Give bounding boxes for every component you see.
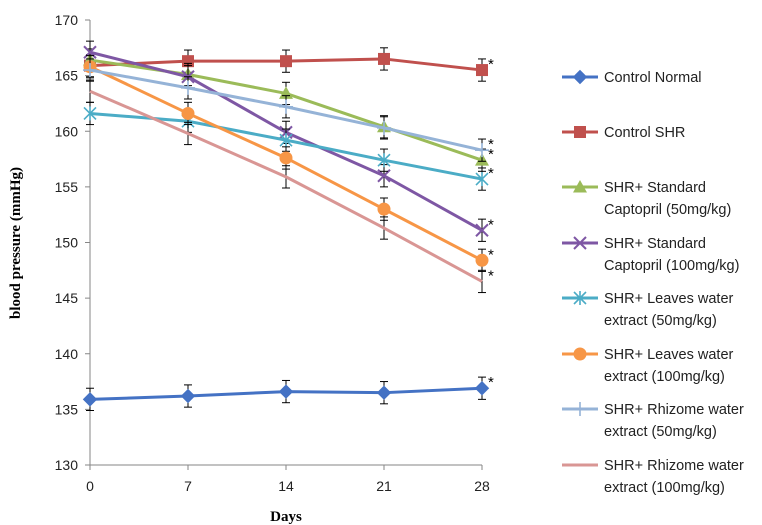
axes: 130 135 140 145 150 155 160 165 170 0 7 14 21 28 (55, 12, 490, 494)
legend-swatch-marker (573, 347, 587, 361)
data-point (278, 384, 294, 399)
data-point (475, 253, 489, 267)
data-point (279, 99, 293, 114)
y-tick-label: 150 (55, 235, 79, 251)
legend-swatch-marker (573, 291, 587, 305)
data-point (475, 223, 489, 237)
legend-item: SHR+ Standard Captopril (100mg/kg) (562, 236, 739, 274)
data-point (83, 106, 97, 121)
series-line (89, 89, 483, 283)
series-6: * (83, 55, 494, 272)
legend-swatch-marker (573, 180, 587, 193)
data-point (377, 153, 391, 168)
legend-item: SHR+ Standard Captopril (50mg/kg) (562, 180, 731, 218)
data-point (376, 385, 392, 400)
series-2: * (84, 47, 494, 82)
data-point (82, 392, 98, 407)
significance-star: * (488, 165, 494, 182)
significance-star: * (488, 56, 494, 73)
x-tick-label: 14 (278, 478, 294, 494)
legend-swatch-marker (573, 236, 587, 250)
significance-star: * (488, 216, 494, 233)
significance-star: * (488, 136, 494, 153)
x-tick-label: 28 (474, 478, 490, 494)
marker-stroke (573, 236, 587, 250)
data-point (476, 64, 488, 77)
legend-label: SHR+ Standard (604, 236, 706, 252)
y-tick-label: 170 (55, 12, 79, 28)
series-lines: ******** (82, 40, 494, 411)
data-point (475, 172, 489, 187)
x-axis-title: Days (270, 509, 302, 525)
legend-label: SHR+ Leaves water (604, 347, 734, 363)
legend-item: SHR+ Leaves water extract (50mg/kg) (562, 291, 734, 329)
x-tick-label: 0 (86, 478, 94, 494)
legend-label: SHR+ Rhizome water (604, 402, 744, 418)
data-point (279, 133, 293, 148)
series-8: * (86, 79, 494, 294)
legend-item: Control Normal (562, 69, 702, 86)
legend-label: extract (100mg/kg) (604, 369, 725, 385)
y-tick-label: 145 (55, 290, 79, 306)
legend-label: extract (100mg/kg) (604, 480, 725, 496)
data-point (181, 106, 195, 120)
y-tick-label: 140 (55, 346, 79, 362)
data-point (378, 52, 390, 65)
legend-item: SHR+ Rhizome water extract (50mg/kg) (562, 402, 744, 440)
legend-label: SHR+ Rhizome water (604, 458, 744, 474)
legend-label: SHR+ Leaves water (604, 291, 734, 307)
significance-star: * (488, 146, 494, 163)
y-tick-label: 130 (55, 457, 79, 473)
legend-label: Captopril (100mg/kg) (604, 258, 739, 274)
x-tick-label: 21 (376, 478, 392, 494)
legend-label: extract (50mg/kg) (604, 313, 717, 329)
data-point (181, 80, 195, 95)
data-point (83, 63, 97, 78)
legend-swatch-marker (573, 402, 587, 416)
marker-stroke (83, 45, 97, 59)
data-point (377, 120, 391, 135)
legend-item: Control SHR (562, 125, 685, 141)
data-point (180, 388, 196, 404)
significance-star: * (488, 267, 494, 284)
series-7: * (83, 58, 494, 162)
legend: Control Normal Control SHR SHR+ Standard Ca… (562, 69, 744, 496)
legend-label: SHR+ Standard (604, 180, 706, 196)
series-1: * (82, 374, 494, 411)
y-axis-title: blood pressure (mmHg) (8, 167, 24, 319)
legend-label: Control SHR (604, 125, 685, 141)
legend-swatch-marker (572, 69, 588, 85)
significance-star: * (488, 374, 494, 391)
legend-item: SHR+ Leaves water extract (100mg/kg) (562, 347, 734, 385)
data-point (377, 202, 391, 216)
data-point (474, 381, 490, 396)
marker-stroke (475, 223, 489, 237)
legend-label: Control Normal (604, 70, 702, 86)
legend-label: Captopril (50mg/kg) (604, 202, 731, 218)
data-point (83, 45, 97, 59)
data-point (279, 151, 293, 165)
y-tick-label: 160 (55, 123, 79, 139)
legend-label: extract (50mg/kg) (604, 424, 717, 440)
data-point (280, 55, 292, 68)
x-tick-label: 7 (184, 478, 192, 494)
y-tick-label: 155 (55, 179, 79, 195)
significance-star: * (488, 246, 494, 263)
y-tick-label: 135 (55, 401, 79, 417)
legend-swatch-marker (574, 126, 586, 138)
legend-item: SHR+ Rhizome water extract (100mg/kg) (562, 458, 744, 496)
data-point (475, 143, 489, 158)
y-tick-label: 165 (55, 68, 79, 84)
data-point (182, 55, 194, 68)
